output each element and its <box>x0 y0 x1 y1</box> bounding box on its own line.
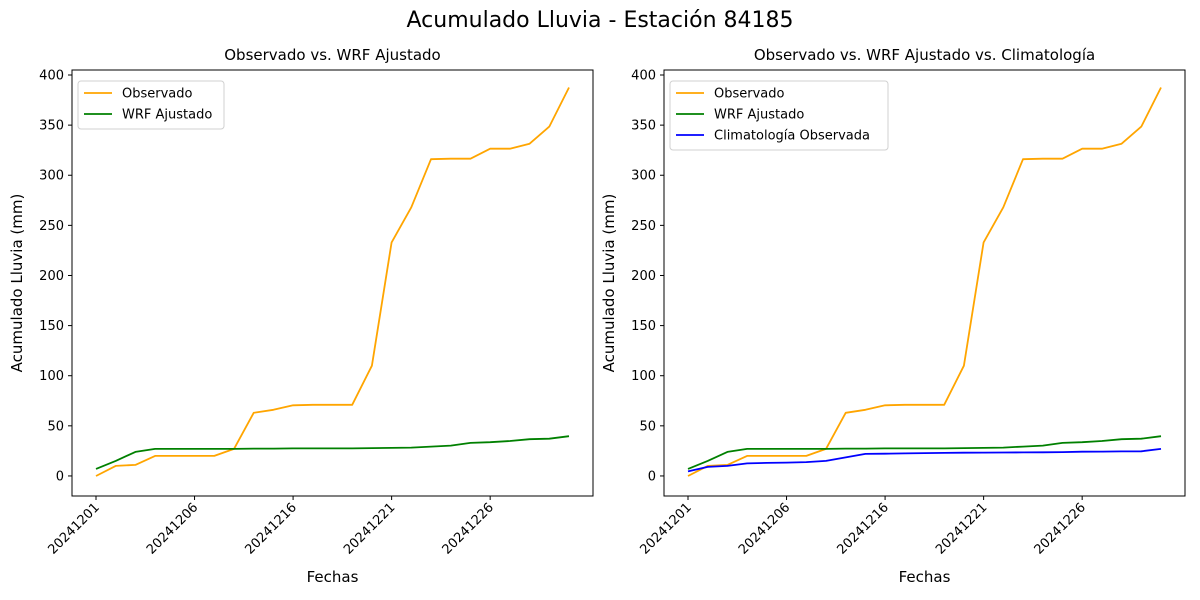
x-tick-label: 20241201 <box>45 500 102 557</box>
x-tick-label: 20241221 <box>341 500 398 557</box>
chart-title: Observado vs. WRF Ajustado <box>224 46 440 64</box>
legend-label: Observado <box>714 87 785 102</box>
y-tick-label: 50 <box>639 419 656 434</box>
legend-label: WRF Ajustado <box>714 108 804 123</box>
y-tick-label: 250 <box>631 219 656 234</box>
x-tick-label: 20241206 <box>736 500 793 557</box>
legend-box <box>77 80 225 130</box>
x-axis-title: Fechas <box>307 568 359 586</box>
series-line-2 <box>687 435 1162 470</box>
y-tick-label: 150 <box>631 319 656 334</box>
y-tick-label: 400 <box>39 69 64 84</box>
y-tick-label: 200 <box>631 269 656 284</box>
y-tick-label: 250 <box>39 219 64 234</box>
x-tick-label: 20241221 <box>933 500 990 557</box>
plot-frame <box>663 69 1186 497</box>
series-line-1 <box>95 87 570 477</box>
figure-suptitle: Acumulado Lluvia - Estación 84185 <box>406 8 794 33</box>
y-axis-title: Acumulado Lluvia (mm) <box>600 194 618 373</box>
x-tick-label: 20241206 <box>144 500 201 557</box>
legend-label: Climatología Observada <box>714 129 870 144</box>
y-tick-label: 350 <box>39 119 64 134</box>
y-axis-title: Acumulado Lluvia (mm) <box>8 194 26 373</box>
legend-label: WRF Ajustado <box>122 108 212 123</box>
y-tick-label: 0 <box>648 469 656 484</box>
y-tick-label: 0 <box>56 469 64 484</box>
y-tick-label: 200 <box>39 269 64 284</box>
y-tick-label: 300 <box>39 169 64 184</box>
chart-panel-2: Observado vs. WRF Ajustado vs. Climatolo… <box>600 46 1186 586</box>
legend-label: Observado <box>122 87 193 102</box>
y-tick-label: 100 <box>39 369 64 384</box>
y-tick-label: 350 <box>631 119 656 134</box>
x-tick-label: 20241226 <box>1032 500 1089 557</box>
chart-title: Observado vs. WRF Ajustado vs. Climatolo… <box>754 46 1095 64</box>
legend-box <box>669 80 889 151</box>
series-line-2 <box>95 435 570 470</box>
x-tick-label: 20241216 <box>835 500 892 557</box>
x-tick-label: 20241216 <box>243 500 300 557</box>
chart-panel-1: Observado vs. WRF Ajustado 0 50 100 150 200 25… <box>8 46 594 586</box>
y-tick-label: 100 <box>631 369 656 384</box>
y-tick-label: 50 <box>47 419 64 434</box>
x-tick-label: 20241226 <box>440 500 497 557</box>
y-tick-label: 300 <box>631 169 656 184</box>
y-tick-label: 150 <box>39 319 64 334</box>
x-axis-title: Fechas <box>899 568 951 586</box>
series-line-1 <box>687 87 1162 477</box>
series-line-3 <box>687 448 1162 473</box>
y-tick-label: 400 <box>631 69 656 84</box>
plot-frame <box>71 69 594 497</box>
x-tick-label: 20241201 <box>637 500 694 557</box>
